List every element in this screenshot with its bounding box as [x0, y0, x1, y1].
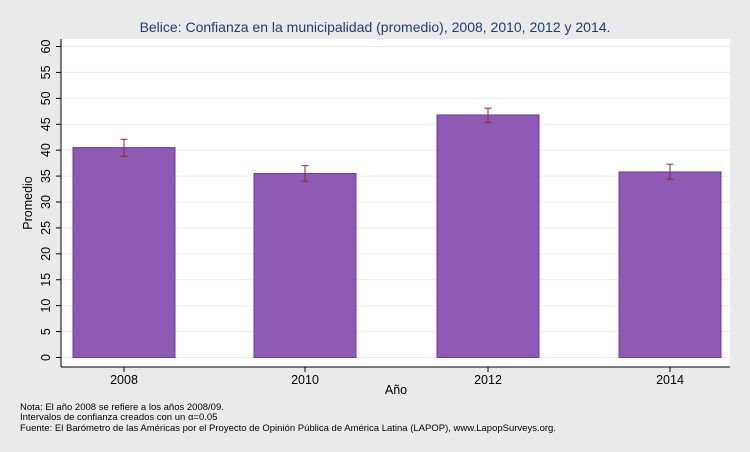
- bar: [253, 172, 357, 358]
- x-axis-label: Año: [385, 383, 407, 397]
- y-tick-label: 10: [39, 299, 53, 313]
- bars: [72, 114, 722, 358]
- note-line-3: Fuente: El Barómetro de las Américas por…: [20, 423, 556, 434]
- y-tick-label: 60: [39, 40, 53, 54]
- x-ticks: 2008 2010 2012 2014: [110, 367, 684, 387]
- y-tick-label: 20: [39, 247, 53, 261]
- bar: [618, 171, 722, 358]
- y-tick-label: 15: [39, 273, 53, 287]
- chart-title: Belice: Confianza en la municipalidad (p…: [140, 19, 611, 35]
- y-tick-label: 35: [39, 169, 53, 183]
- y-tick-label: 0: [39, 354, 53, 361]
- x-tick-label: 2010: [291, 373, 319, 387]
- y-tick-label: 5: [39, 328, 53, 335]
- bar: [72, 147, 176, 358]
- bar: [436, 114, 540, 358]
- x-tick-label: 2008: [110, 373, 138, 387]
- error-bars: [120, 107, 674, 182]
- y-tick-label: 40: [39, 143, 53, 157]
- x-tick-label: 2014: [656, 373, 684, 387]
- y-axis-label: Promedio: [21, 176, 35, 230]
- x-tick-label: 2012: [474, 373, 502, 387]
- y-tick-label: 30: [39, 195, 53, 209]
- y-tick-label: 50: [39, 91, 53, 105]
- y-tick-label: 45: [39, 117, 53, 131]
- note-line-2: Intervalos de confianza creados con un α…: [20, 412, 217, 423]
- note-line-1: Nota: El año 2008 se refiere a los años …: [20, 402, 224, 413]
- y-tick-label: 25: [39, 221, 53, 235]
- y-tick-label: 55: [39, 65, 53, 79]
- y-ticks: 0 5 10 15 20 25 30 35 40 45 50 55 60: [39, 40, 61, 361]
